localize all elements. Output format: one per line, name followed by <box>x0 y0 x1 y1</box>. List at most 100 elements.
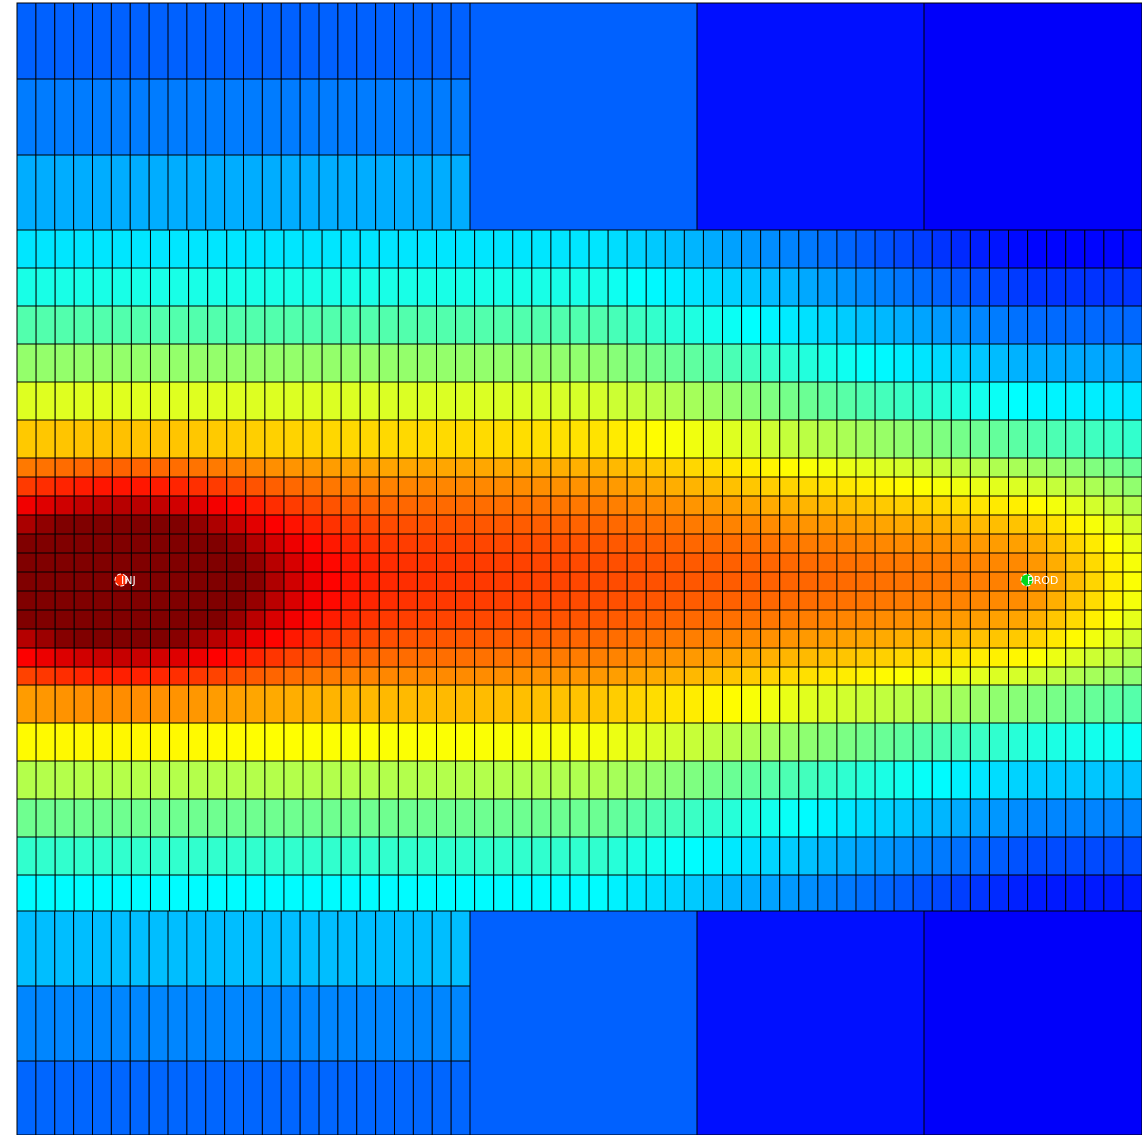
grid-cell <box>455 552 476 573</box>
grid-cell <box>397 628 418 649</box>
grid-cell <box>588 267 609 307</box>
grid-cell <box>493 419 514 459</box>
grid-cell <box>779 760 800 800</box>
grid-cell <box>207 552 228 573</box>
grid-cell <box>607 798 628 838</box>
grid-cell <box>1122 533 1142 554</box>
grid-cell <box>130 381 151 421</box>
grid-cell <box>855 476 876 497</box>
grid-cell <box>493 760 514 800</box>
grid-cell <box>130 267 151 307</box>
grid-cell <box>1008 874 1029 912</box>
grid-cell <box>1065 760 1086 800</box>
grid-cell <box>626 647 647 668</box>
grid-cell <box>321 533 342 554</box>
well-prod-marker[interactable]: PROD <box>1020 573 1058 587</box>
grid-cell <box>148 985 169 1062</box>
grid-cell <box>607 533 628 554</box>
grid-cell <box>92 343 113 383</box>
grid-cell <box>798 419 819 459</box>
grid-cell <box>54 495 75 516</box>
grid-cell <box>798 609 819 630</box>
grid-cell <box>798 666 819 686</box>
grid-cell <box>988 305 1010 345</box>
grid-cell <box>243 985 263 1062</box>
grid-cell <box>607 628 628 649</box>
grid-cell <box>264 571 285 592</box>
grid-cell <box>283 514 304 535</box>
grid-cell <box>798 457 819 478</box>
grid-cell <box>340 798 361 838</box>
grid-cell <box>817 514 838 535</box>
grid-cell <box>245 722 266 762</box>
grid-cell <box>1122 609 1142 630</box>
grid-cell <box>1122 457 1142 478</box>
grid-cell <box>626 722 647 762</box>
grid-cell <box>455 628 476 649</box>
grid-cell <box>435 343 457 383</box>
grid-cell <box>450 154 471 231</box>
grid-cells <box>16 2 1142 1135</box>
grid-cell <box>130 647 151 668</box>
grid-cell <box>893 267 914 307</box>
grid-cell <box>130 798 151 838</box>
grid-cell <box>988 457 1010 478</box>
grid-cell <box>531 684 552 724</box>
grid-cell <box>474 590 495 611</box>
grid-cell <box>455 514 476 535</box>
grid-cell <box>35 343 56 383</box>
grid-cell <box>912 571 933 592</box>
grid-cell <box>188 229 209 269</box>
grid-cell <box>54 2 75 80</box>
grid-cell <box>130 419 151 459</box>
grid-cell <box>741 457 762 478</box>
grid-cell <box>186 154 207 231</box>
grid-cell <box>588 533 609 554</box>
grid-cell <box>111 684 132 724</box>
grid-cell <box>779 419 800 459</box>
grid-cell <box>92 910 112 987</box>
grid-cell <box>664 609 685 630</box>
grid-cell <box>1046 552 1067 573</box>
grid-cell <box>683 760 704 800</box>
grid-cell <box>588 874 609 912</box>
grid-cell <box>779 590 800 611</box>
grid-cell <box>1046 514 1067 535</box>
grid-cell <box>607 495 628 516</box>
grid-cell <box>54 1060 75 1135</box>
grid-cell <box>359 267 380 307</box>
grid-cell <box>226 267 247 307</box>
grid-cell <box>169 476 190 497</box>
grid-cell <box>950 552 971 573</box>
grid-cell <box>359 760 380 800</box>
grid-cell <box>1027 343 1048 383</box>
grid-cell <box>397 305 418 345</box>
grid-cell <box>92 2 112 80</box>
grid-cell <box>207 666 228 686</box>
grid-cell <box>1027 305 1048 345</box>
grid-cell <box>988 798 1010 838</box>
grid-cell <box>261 78 282 156</box>
grid-cell <box>969 647 990 668</box>
grid-cell <box>722 514 743 535</box>
grid-cell <box>931 571 952 592</box>
grid-cell <box>950 874 971 912</box>
grid-cell <box>35 495 56 516</box>
grid-cell <box>817 305 838 345</box>
grid-cell <box>1084 666 1105 686</box>
grid-cell <box>760 590 781 611</box>
grid-cell <box>531 229 552 269</box>
grid-cell <box>283 874 304 912</box>
grid-cell <box>493 381 514 421</box>
grid-cell <box>817 684 838 724</box>
grid-cell <box>455 229 476 269</box>
grid-cell <box>741 267 762 307</box>
grid-cell <box>1008 722 1029 762</box>
grid-cell <box>988 514 1010 535</box>
well-inj-marker[interactable]: INJ <box>114 573 136 587</box>
grid-cell <box>1065 305 1086 345</box>
grid-cell <box>54 514 75 535</box>
grid-cell <box>988 476 1010 497</box>
grid-cell <box>1027 590 1048 611</box>
